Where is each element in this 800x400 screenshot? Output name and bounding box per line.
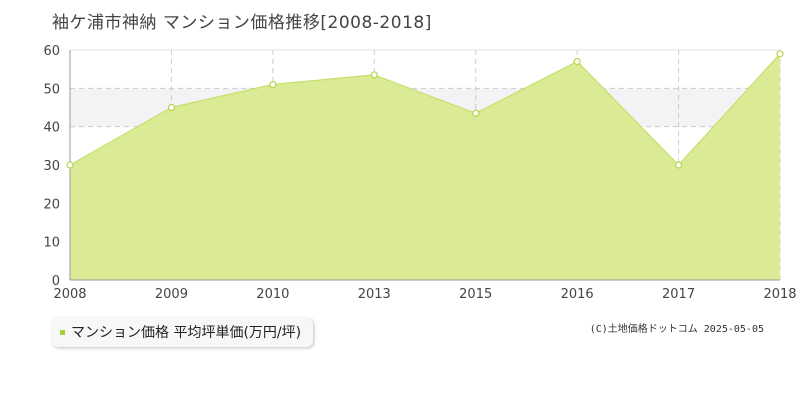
x-tick-label: 2015 [459, 287, 492, 302]
y-tick-label: 0 [52, 274, 60, 289]
point-layer [66, 50, 784, 169]
y-tick-label: 40 [43, 121, 60, 136]
x-tick-layer: 2008 2009 2010 2013 2015 2016 2017 2018 [53, 287, 796, 302]
chart-title: 袖ケ浦市神納 マンション価格推移[2008-2018] [52, 13, 432, 33]
legend-label: マンション価格 平均坪単価(万円/坪) [71, 325, 302, 341]
y-tick-label: 60 [43, 44, 60, 59]
data-point [66, 161, 74, 169]
legend: マンション価格 平均坪単価(万円/坪) [52, 318, 314, 347]
data-point [472, 109, 480, 117]
x-tick-label: 2018 [763, 287, 796, 302]
credit-text: (C)土地価格ドットコム 2025-05-05 [589, 324, 764, 335]
data-point [674, 161, 683, 169]
x-tick-label: 2008 [53, 287, 86, 302]
data-point [370, 71, 378, 79]
data-point [269, 80, 277, 89]
x-tick-label: 2016 [561, 287, 594, 302]
y-tick-layer: 0 10 20 30 40 50 60 [43, 44, 60, 289]
y-tick-label: 30 [43, 159, 60, 174]
x-tick-label: 2009 [155, 287, 188, 302]
series-line [69, 53, 781, 166]
legend-marker [60, 329, 65, 335]
data-point [167, 103, 176, 112]
y-tick-label: 50 [43, 82, 60, 97]
y-tick-label: 10 [43, 236, 60, 251]
data-point [573, 57, 581, 66]
x-tick-label: 2010 [256, 287, 289, 302]
y-tick-label: 20 [43, 197, 60, 212]
x-tick-label: 2017 [662, 287, 695, 302]
area-layer [69, 53, 781, 281]
series-area [70, 53, 780, 281]
x-tick-label: 2013 [358, 287, 391, 302]
data-point [776, 50, 784, 58]
